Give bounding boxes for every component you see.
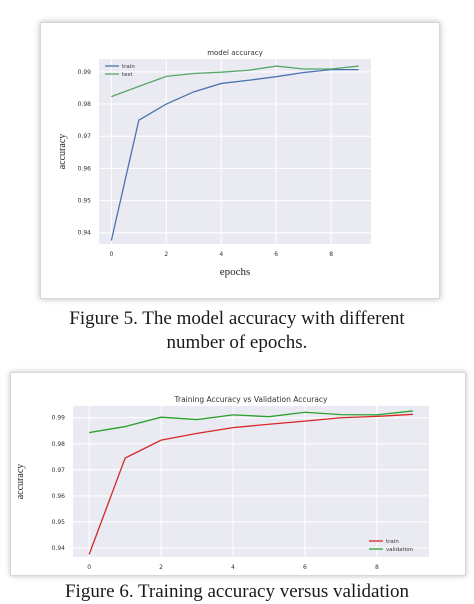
fig5-legend-label-train: train bbox=[122, 64, 135, 70]
fig5-y-tick-label: 0.98 bbox=[78, 101, 92, 108]
fig6-x-tick-label: 2 bbox=[159, 564, 163, 571]
fig6-y-tick-label: 0.95 bbox=[52, 519, 66, 526]
figure-5-chart: 0 2 4 6 8 0.94 0.95 0.96 0.97 0.98 0.99 model accur… bbox=[57, 49, 371, 278]
figure-5-caption: Figure 5. The model accuracy with differ… bbox=[0, 307, 474, 355]
fig6-title: Training Accuracy vs Validation Accuracy bbox=[174, 395, 329, 404]
fig5-y-tick-label: 0.99 bbox=[78, 69, 92, 76]
fig6-x-tick-label: 6 bbox=[303, 564, 307, 571]
figure-5-caption-line-2: number of epochs. bbox=[166, 332, 308, 353]
fig5-title: model accuracy bbox=[207, 49, 263, 57]
fig6-y-tick-label: 0.96 bbox=[52, 493, 66, 500]
fig5-legend-label-test: test bbox=[122, 72, 133, 78]
fig6-x-tick-label: 0 bbox=[87, 564, 91, 571]
fig6-legend-label-validation: validation bbox=[386, 547, 414, 553]
fig6-y-tick-label: 0.94 bbox=[52, 545, 66, 552]
fig6-y-tick-label: 0.97 bbox=[52, 467, 66, 474]
figure-6-caption: Figure 6. Training accuracy versus valid… bbox=[0, 580, 474, 604]
fig5-x-tick-label: 8 bbox=[329, 251, 333, 258]
figure-5-frame: 0 2 4 6 8 0.94 0.95 0.96 0.97 0.98 0.99 model accur… bbox=[40, 22, 440, 299]
fig5-y-tick-label: 0.96 bbox=[78, 165, 92, 172]
fig5-y-axis-label: accuracy bbox=[57, 134, 68, 170]
fig5-y-tick-label: 0.94 bbox=[78, 230, 92, 237]
figure-6-frame: 0 2 4 6 8 0.94 0.95 0.96 0.97 0.98 0.99 Training Ac… bbox=[10, 372, 466, 576]
fig5-x-tick-label: 2 bbox=[164, 251, 168, 258]
fig6-y-axis-label: accuracy bbox=[15, 464, 26, 500]
fig5-x-tick-label: 6 bbox=[274, 251, 278, 258]
fig6-y-tick-label: 0.98 bbox=[52, 441, 66, 448]
figure-6-chart: 0 2 4 6 8 0.94 0.95 0.96 0.97 0.98 0.99 Training Ac… bbox=[15, 395, 429, 571]
fig6-x-tick-label: 8 bbox=[375, 564, 379, 571]
fig5-plot-area bbox=[99, 59, 371, 244]
fig6-x-tick-label: 4 bbox=[231, 564, 235, 571]
fig5-y-tick-label: 0.95 bbox=[78, 198, 92, 205]
fig5-x-tick-label: 0 bbox=[109, 251, 113, 258]
fig5-series-line-train bbox=[110, 68, 359, 241]
fig6-legend-label-train: train bbox=[386, 539, 399, 545]
fig5-x-axis-label: epochs bbox=[220, 266, 251, 278]
figure-6-caption-line-1: Figure 6. Training accuracy versus valid… bbox=[64, 581, 410, 602]
fig6-series-line-validation bbox=[89, 410, 413, 434]
figure-5-caption-line-1: Figure 5. The model accuracy with differ… bbox=[69, 308, 405, 329]
fig5-x-tick-label: 4 bbox=[219, 251, 223, 258]
fig5-series-line-test bbox=[111, 65, 359, 98]
fig5-y-tick-label: 0.97 bbox=[78, 133, 92, 140]
fig6-series-line-train bbox=[88, 413, 413, 555]
fig6-plot-area bbox=[73, 406, 429, 557]
fig6-y-tick-label: 0.99 bbox=[52, 415, 66, 422]
